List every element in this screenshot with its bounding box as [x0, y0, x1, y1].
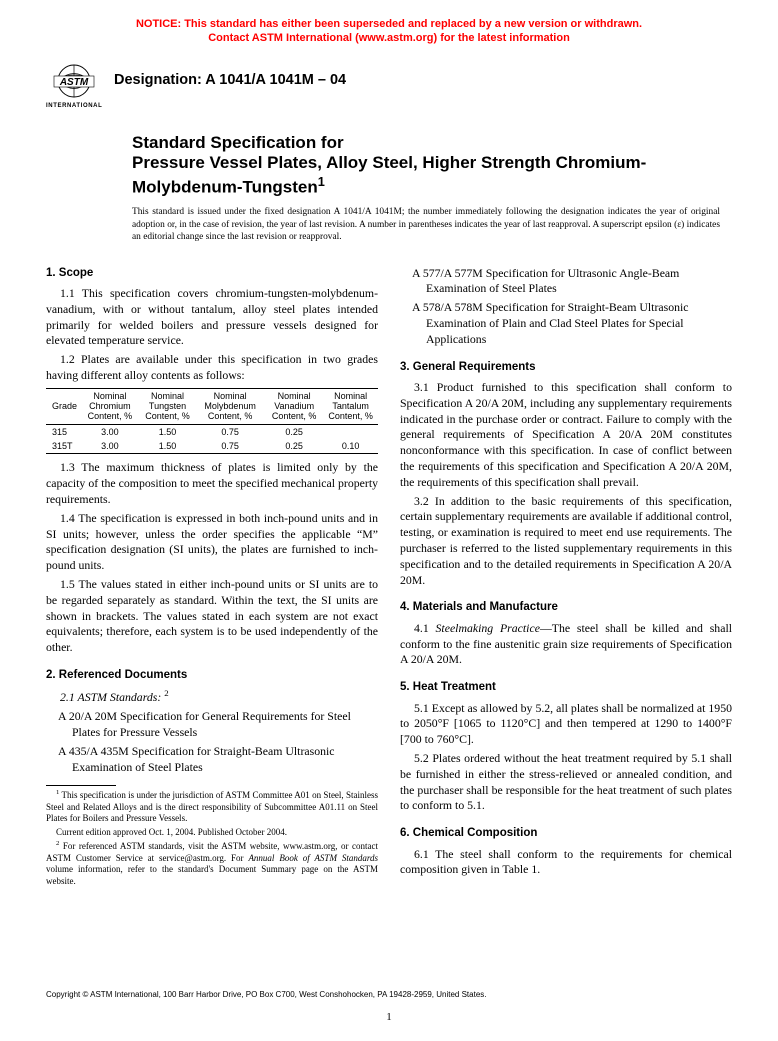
issuance-note: This standard is issued under the fixed … [132, 206, 720, 243]
footnote-1a-text: This specification is under the jurisdic… [46, 790, 378, 823]
designation-line: Designation: A 1041/A 1041M – 04 [114, 64, 346, 88]
cell: 0.75 [195, 439, 265, 454]
footnote-2-rest: volume information, refer to the standar… [46, 864, 378, 886]
footnote-rule [46, 785, 116, 786]
th-w: Nominal Tungsten Content, % [140, 389, 195, 425]
alloy-content-table: Grade Nominal Chromium Content, % Nomina… [46, 388, 378, 455]
para-1-1: 1.1 This specification covers chromium-t… [46, 286, 378, 349]
copyright-line: Copyright © ASTM International, 100 Barr… [46, 990, 487, 999]
logo-subtext: INTERNATIONAL [46, 103, 102, 109]
footnote-2: 2 For referenced ASTM standards, visit t… [46, 840, 378, 887]
cell: 1.50 [140, 424, 195, 439]
refdocs-sup: 2 [164, 688, 168, 698]
cell: 0.75 [195, 424, 265, 439]
ref-item: A 578/A 578M Specification for Straight-… [400, 300, 732, 347]
table-row: 315 3.00 1.50 0.75 0.25 [46, 424, 378, 439]
para-3-2: 3.2 In addition to the basic requirement… [400, 494, 732, 589]
title-block: Standard Specification for Pressure Vess… [132, 133, 732, 199]
th-cr: Nominal Chromium Content, % [80, 389, 140, 425]
cell: 0.10 [323, 439, 378, 454]
ref-item: A 577/A 577M Specification for Ultrasoni… [400, 266, 732, 298]
th-v: Nominal Vanadium Content, % [265, 389, 323, 425]
table-row: 315T 3.00 1.50 0.75 0.25 0.10 [46, 439, 378, 454]
section-head-heat: 5. Heat Treatment [400, 680, 732, 695]
title-main: Pressure Vessel Plates, Alloy Steel, Hig… [132, 153, 732, 198]
th-mo: Nominal Molybdenum Content, % [195, 389, 265, 425]
notice-banner: NOTICE: This standard has either been su… [46, 18, 732, 46]
cell: 315T [46, 439, 80, 454]
para-1-2: 1.2 Plates are available under this spec… [46, 352, 378, 384]
para-1-4: 1.4 The specification is expressed in bo… [46, 511, 378, 574]
ref-item: A 20/A 20M Specification for General Req… [46, 709, 378, 741]
para-2-1: 2.1 ASTM Standards: 2 [46, 688, 378, 706]
refdocs-sub: 2.1 ASTM Standards: [60, 690, 161, 704]
section-head-scope: 1. Scope [46, 266, 378, 281]
para-6-1: 6.1 The steel shall conform to the requi… [400, 847, 732, 879]
cell: 3.00 [80, 424, 140, 439]
para-3-1: 3.1 Product furnished to this specificat… [400, 380, 732, 491]
cell [323, 424, 378, 439]
cell: 0.25 [265, 439, 323, 454]
para-4-1-em: Steelmaking Practice [436, 621, 540, 635]
notice-line-1: NOTICE: This standard has either been su… [136, 18, 642, 30]
header-row: ASTM INTERNATIONAL Designation: A 1041/A… [46, 64, 732, 109]
section-head-chem: 6. Chemical Composition [400, 826, 732, 841]
body-columns: 1. Scope 1.1 This specification covers c… [46, 266, 732, 890]
footnote-2-em: Annual Book of ASTM Standards [248, 853, 378, 863]
title-text: Pressure Vessel Plates, Alloy Steel, Hig… [132, 153, 646, 196]
astm-logo-icon: ASTM [47, 64, 101, 102]
document-page: NOTICE: This standard has either been su… [0, 0, 778, 1041]
title-kicker: Standard Specification for [132, 133, 732, 154]
th-grade: Grade [46, 389, 80, 425]
para-1-5: 1.5 The values stated in either inch-pou… [46, 577, 378, 656]
section-head-general: 3. General Requirements [400, 360, 732, 375]
astm-logo: ASTM INTERNATIONAL [46, 64, 102, 109]
section-head-refdocs: 2. Referenced Documents [46, 668, 378, 683]
page-number: 1 [0, 1011, 778, 1023]
title-footnote-ref: 1 [318, 174, 325, 189]
para-5-2: 5.2 Plates ordered without the heat trea… [400, 751, 732, 814]
svg-text:ASTM: ASTM [59, 77, 89, 88]
cell: 315 [46, 424, 80, 439]
para-1-3: 1.3 The maximum thickness of plates is l… [46, 460, 378, 507]
footnote-1a: 1 This specification is under the jurisd… [46, 789, 378, 825]
footnotes-block: 1 This specification is under the jurisd… [46, 785, 378, 887]
th-ta: Nominal Tantalum Content, % [323, 389, 378, 425]
section-head-materials: 4. Materials and Manufacture [400, 600, 732, 615]
cell: 0.25 [265, 424, 323, 439]
para-5-1: 5.1 Except as allowed by 5.2, all plates… [400, 701, 732, 748]
para-4-1: 4.1 Steelmaking Practice—The steel shall… [400, 621, 732, 668]
ref-item: A 435/A 435M Specification for Straight-… [46, 744, 378, 776]
para-4-1-lead: 4.1 [414, 621, 436, 635]
notice-line-2: Contact ASTM International (www.astm.org… [208, 32, 570, 44]
footnote-1b: Current edition approved Oct. 1, 2004. P… [46, 827, 378, 839]
cell: 3.00 [80, 439, 140, 454]
cell: 1.50 [140, 439, 195, 454]
